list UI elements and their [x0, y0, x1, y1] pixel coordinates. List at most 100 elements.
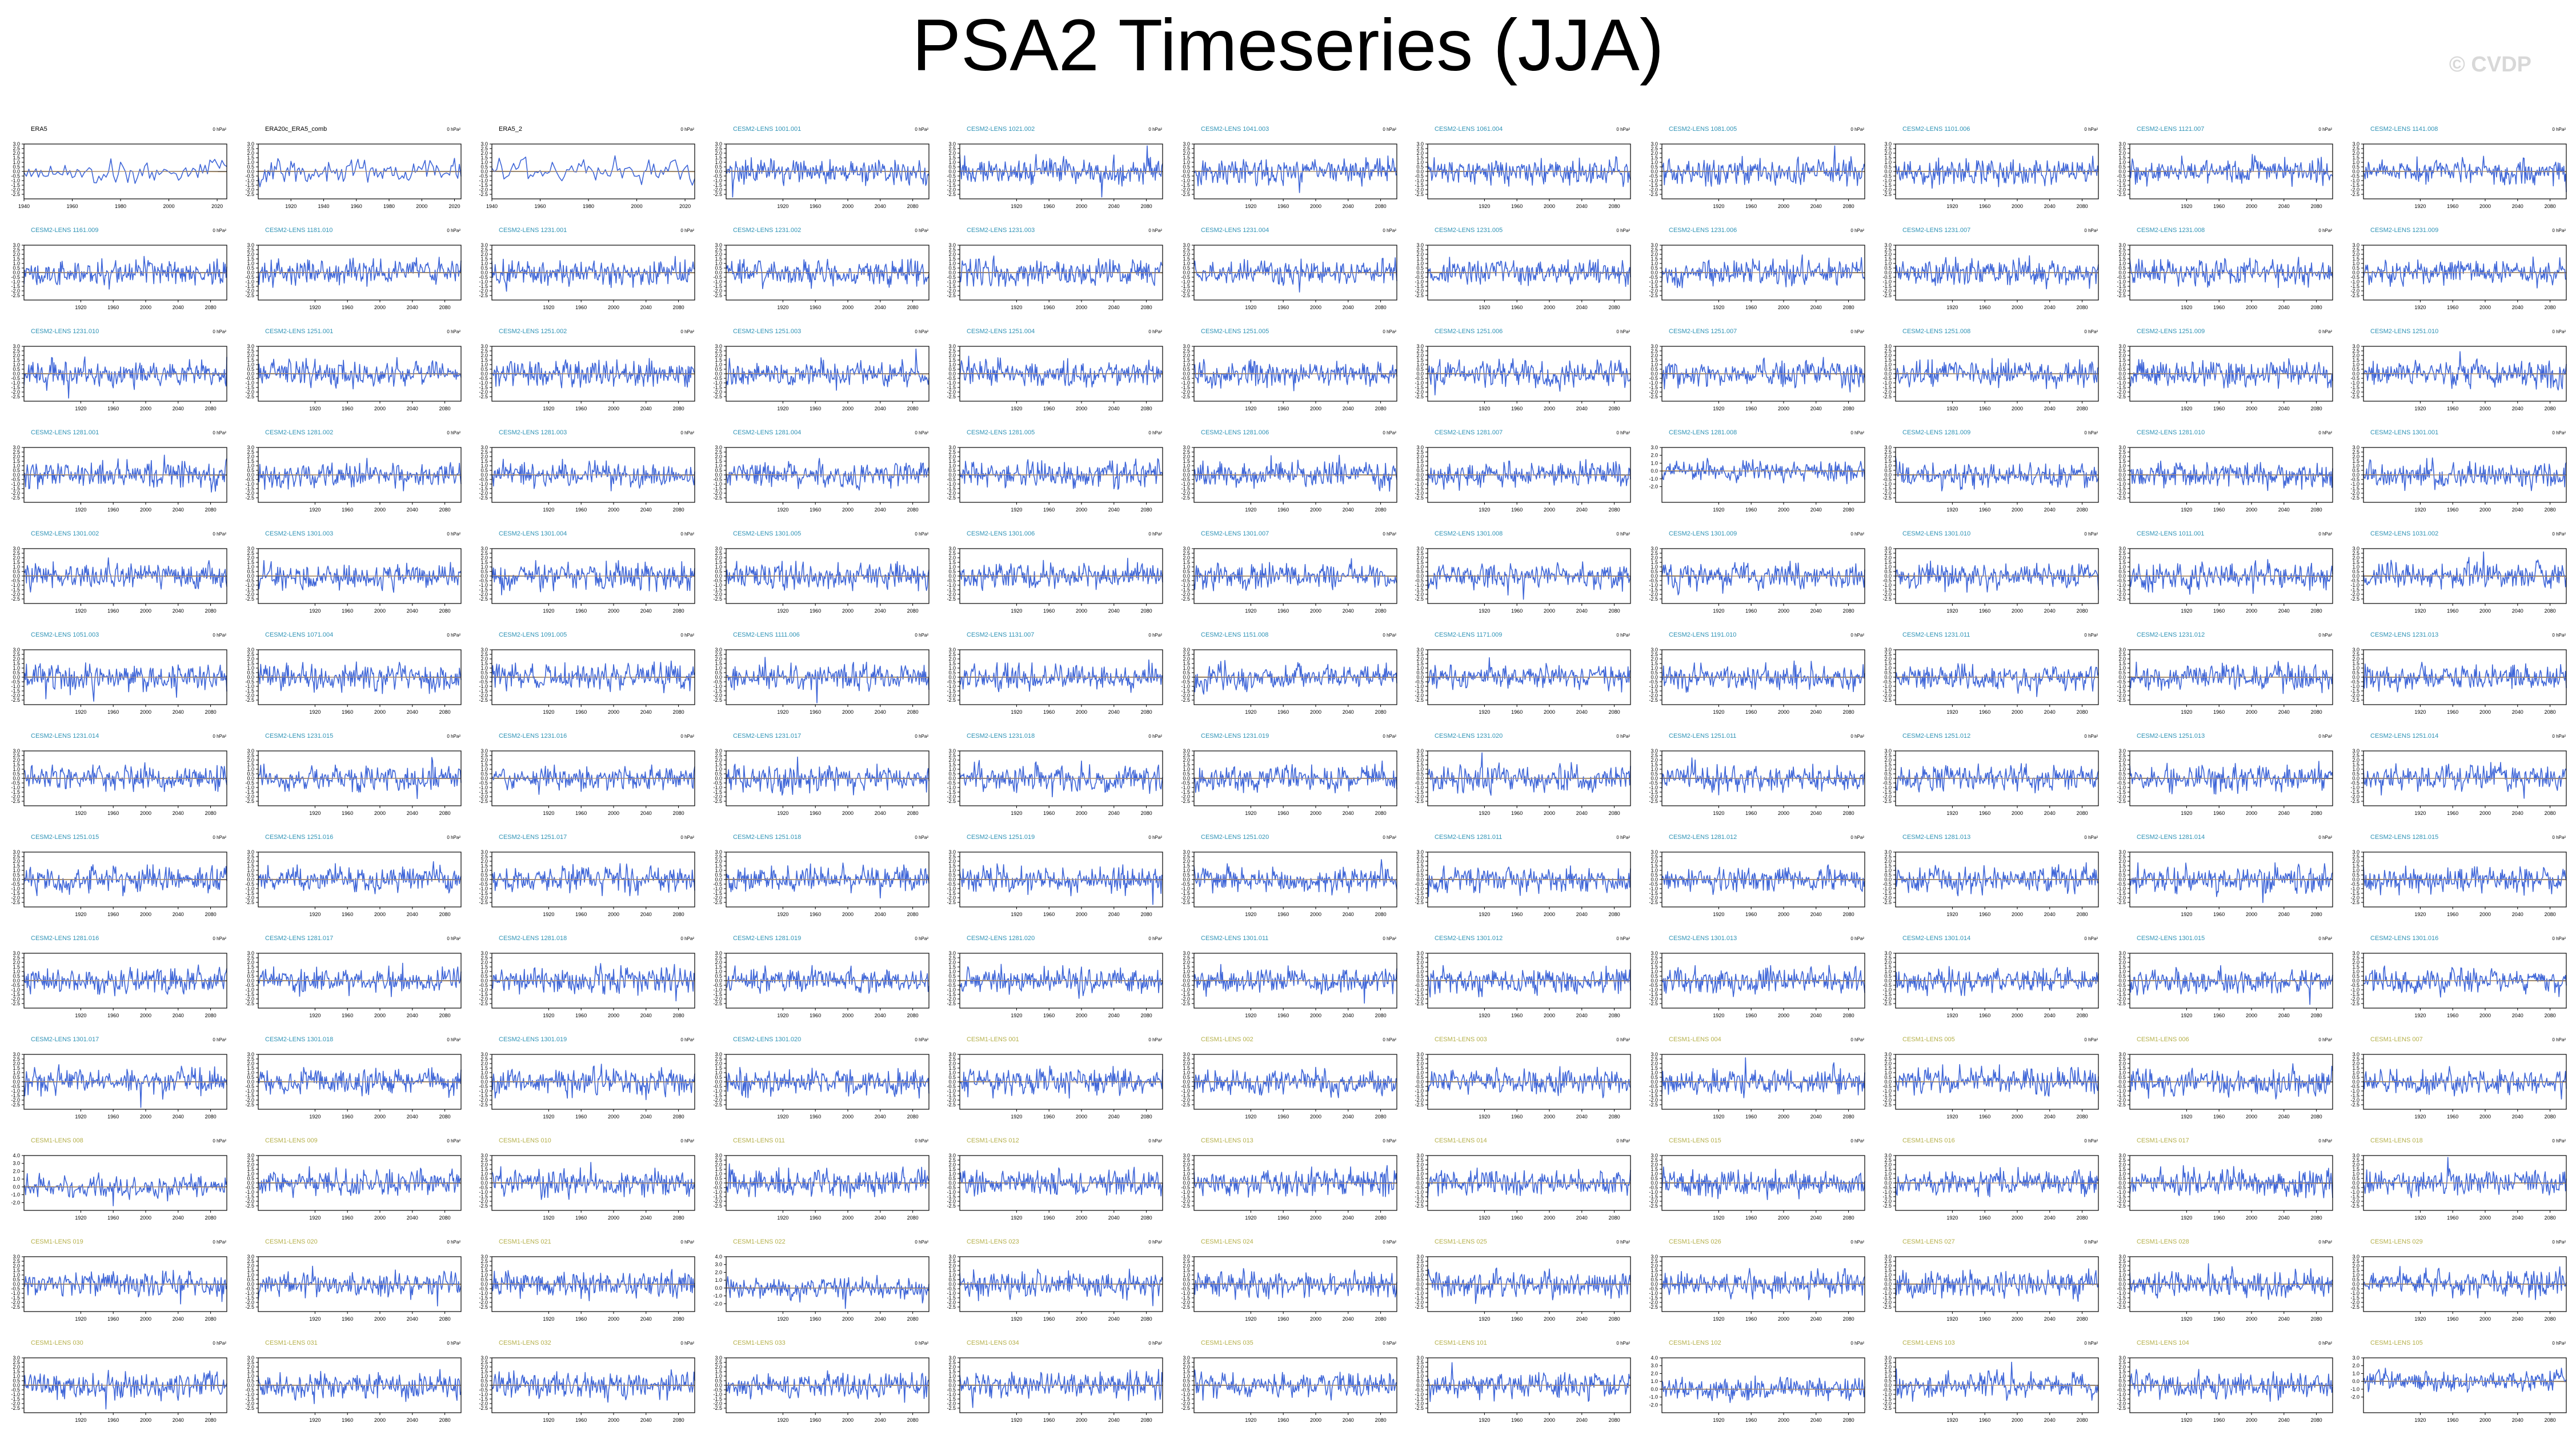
y-tick-label: 1.0 [13, 564, 20, 570]
y-tick-label: 0.0 [480, 270, 488, 275]
trend-line [23, 1186, 227, 1188]
y-tick-label: -2.0 [1882, 288, 1892, 294]
y-tick-label: 2.0 [715, 150, 722, 156]
panel-plot: -2.5-2.0-1.5-1.0-0.50.00.51.01.52.02.53.… [479, 950, 695, 1018]
x-tick-label: 2040 [640, 709, 652, 715]
y-tick-label: -2.0 [1882, 1198, 1892, 1204]
y-tick-label: 0.0 [1416, 270, 1424, 275]
y-tick-label: 1.0 [247, 362, 254, 367]
x-tick-label: 2040 [640, 912, 652, 917]
y-tick-label: -2.5 [1181, 394, 1190, 399]
series-line [492, 358, 695, 389]
x-tick-label: 2080 [673, 608, 684, 614]
x-tick-label: 2000 [842, 406, 854, 411]
y-tick-label: -2.0 [2117, 1198, 2126, 1204]
panel-plot: -2.5-2.0-1.5-1.0-0.50.00.51.01.52.02.53.… [11, 647, 227, 715]
y-tick-label: -0.5 [1181, 1185, 1190, 1190]
y-tick-label: 0.0 [1183, 472, 1190, 478]
x-tick-label: 1920 [2414, 1114, 2426, 1120]
panel-plot: -2.5-2.0-1.5-1.0-0.50.00.51.01.52.02.53.… [713, 141, 930, 209]
y-tick-label: -2.0 [947, 591, 956, 597]
y-tick-label: 3.0 [1183, 445, 1190, 450]
x-tick-label: 1960 [1511, 1013, 1523, 1018]
y-tick-label: 2.5 [948, 247, 956, 253]
panel-title: CESM2-LENS 1251.008 [1902, 328, 1971, 335]
panel-plot: -2.5-2.0-1.5-1.0-0.50.00.51.01.52.02.53.… [2350, 849, 2567, 917]
x-tick-label: 2000 [842, 810, 854, 816]
x-tick-label: 2000 [1544, 1114, 1555, 1120]
y-tick-label: 2.5 [480, 854, 488, 860]
x-tick-label: 1960 [575, 709, 587, 715]
x-tick-label: 1920 [1011, 1013, 1022, 1018]
y-tick-label: 2.0 [948, 150, 956, 156]
y-tick-label: 2.5 [1884, 1056, 1892, 1062]
panel-plot: -2.5-2.0-1.5-1.0-0.50.00.51.01.52.02.53.… [245, 647, 462, 715]
y-tick-label: 1.0 [2118, 969, 2126, 974]
y-tick-label: 1.0 [1884, 1171, 1892, 1177]
timeseries-panel: CESM2-LENS 1281.006 0 hPa² -2.5 -2.0 -1.5 -1.… [1175, 429, 1401, 525]
x-tick-label: 2000 [1310, 709, 1321, 715]
y-tick-label: 2.0 [480, 353, 488, 358]
x-tick-label: 2080 [205, 1114, 217, 1120]
y-tick-label: -2.5 [11, 900, 20, 905]
trend-line [2129, 575, 2333, 577]
y-tick-label: -2.0 [1415, 895, 1424, 901]
x-tick-label: 1920 [1713, 912, 1724, 917]
trend-line [1193, 1182, 1397, 1184]
y-tick-label: 0.5 [1416, 569, 1424, 574]
x-tick-label: 2040 [875, 810, 886, 816]
y-tick-label: -2.5 [11, 191, 20, 197]
trend-line [1427, 878, 1631, 881]
y-tick-label: -1.0 [2350, 481, 2359, 487]
y-tick-label: 3.0 [1416, 1153, 1424, 1158]
x-tick-label: 2080 [1843, 507, 1854, 513]
x-tick-label: 2000 [842, 1114, 854, 1120]
y-tick-label: -0.5 [479, 679, 488, 685]
y-tick-label: 1.0 [1650, 460, 1658, 466]
y-tick-label: -0.5 [245, 1185, 254, 1190]
y-tick-label: 0.5 [480, 670, 488, 675]
panel-units: 0 hPa² [1850, 633, 1864, 638]
y-tick-label: 0.0 [1884, 1079, 1892, 1085]
y-tick-label: 0.0 [13, 270, 20, 275]
y-tick-label: 2.0 [1650, 353, 1658, 358]
series-line [258, 257, 462, 288]
y-tick-label: 1.5 [13, 155, 20, 161]
x-tick-label: 2000 [2246, 406, 2257, 411]
x-tick-label: 2040 [2044, 406, 2056, 411]
y-tick-label: -0.5 [2350, 1084, 2359, 1089]
series-line [1427, 965, 1631, 998]
timeseries-panel: CESM2-LENS 1131.007 0 hPa² -2.5 -2.0 -1.5 -1.… [940, 631, 1167, 728]
trend-line [1427, 170, 1631, 173]
panel-plot: -2.5-2.0-1.5-1.0-0.50.00.51.01.52.02.53.… [713, 647, 930, 715]
x-tick-label: 2080 [1141, 1013, 1152, 1018]
y-tick-label: 3.0 [1884, 748, 1892, 754]
timeseries-panel: CESM1-LENS 015 0 hPa² -2.5 -2.0 -1.5 -1.0 -0.5… [1642, 1137, 1869, 1233]
x-tick-label: 2000 [1310, 810, 1321, 816]
trend-line [1895, 474, 2099, 476]
y-tick-label: -2.5 [1181, 697, 1190, 703]
y-tick-label: 2.5 [13, 449, 20, 455]
y-tick-label: 1.0 [247, 1171, 254, 1177]
y-tick-label: -2.0 [2350, 895, 2359, 901]
y-tick-label: -2.0 [1181, 1198, 1190, 1204]
y-tick-label: 3.0 [1416, 141, 1424, 147]
panel-plot: -2.5-2.0-1.5-1.0-0.50.00.51.01.52.02.53.… [245, 546, 462, 614]
trend-line [2129, 170, 2333, 173]
panel-units: 0 hPa² [213, 430, 226, 435]
y-tick-label: -2.5 [2117, 293, 2126, 298]
y-tick-label: 2.5 [480, 651, 488, 657]
panel-plot: -2.5-2.0-1.5-1.0-0.50.00.51.01.52.02.53.… [1649, 141, 1865, 209]
y-tick-label: -2.0 [2350, 288, 2359, 294]
x-tick-label: 2040 [1576, 203, 1588, 209]
y-tick-label: -0.5 [2117, 375, 2126, 381]
y-tick-label: 3.0 [247, 445, 254, 450]
panel-title: CESM2-LENS 1301.010 [1902, 530, 1971, 537]
y-tick-label: 1.5 [715, 155, 722, 161]
y-tick-label: 0.0 [715, 169, 722, 174]
trend-line [23, 271, 227, 274]
y-tick-label: 0.5 [2118, 872, 2126, 878]
x-tick-label: 2080 [1609, 203, 1620, 209]
x-tick-label: 2080 [1141, 810, 1152, 816]
series-line [726, 1066, 930, 1099]
